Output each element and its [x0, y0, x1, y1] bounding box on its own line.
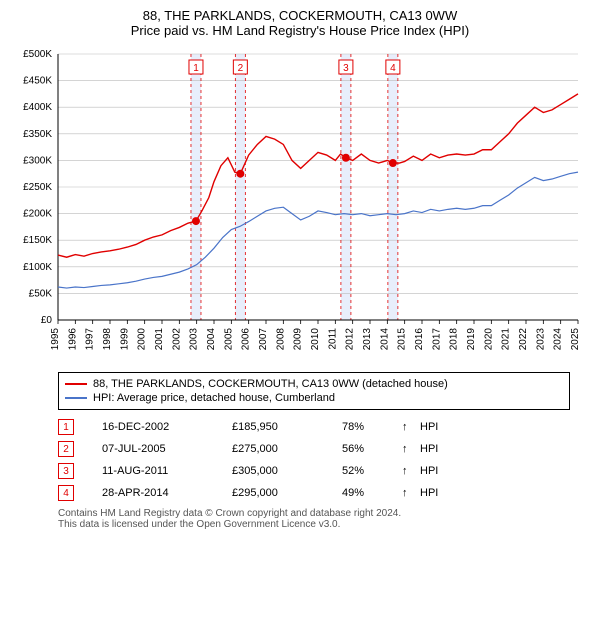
- svg-text:1: 1: [193, 63, 199, 74]
- svg-text:2018: 2018: [449, 328, 460, 351]
- svg-text:£150K: £150K: [23, 235, 52, 246]
- footnote-line-1: Contains HM Land Registry data © Crown c…: [58, 508, 570, 519]
- svg-text:2007: 2007: [258, 328, 269, 351]
- transaction-tag: HPI: [420, 487, 438, 499]
- svg-text:2014: 2014: [379, 328, 390, 351]
- transaction-date: 07-JUL-2005: [102, 443, 232, 455]
- title-line-2: Price paid vs. HM Land Registry's House …: [10, 23, 590, 38]
- up-arrow-icon: ↑: [402, 443, 420, 455]
- svg-text:£200K: £200K: [23, 209, 52, 220]
- svg-text:3: 3: [343, 63, 349, 74]
- legend-row: 88, THE PARKLANDS, COCKERMOUTH, CA13 0WW…: [65, 377, 563, 391]
- svg-text:2016: 2016: [414, 328, 425, 351]
- legend-swatch: [65, 383, 87, 385]
- svg-text:£100K: £100K: [23, 262, 52, 273]
- svg-text:2001: 2001: [154, 328, 165, 351]
- svg-text:2010: 2010: [310, 328, 321, 351]
- transaction-marker: 1: [58, 419, 74, 435]
- transaction-tag: HPI: [420, 421, 438, 433]
- svg-text:£350K: £350K: [23, 129, 52, 140]
- legend-label: HPI: Average price, detached house, Cumb…: [93, 392, 335, 404]
- transaction-price: £305,000: [232, 465, 342, 477]
- svg-text:2024: 2024: [553, 328, 564, 351]
- transaction-price: £295,000: [232, 487, 342, 499]
- svg-text:2012: 2012: [345, 328, 356, 351]
- title-line-1: 88, THE PARKLANDS, COCKERMOUTH, CA13 0WW: [10, 8, 590, 23]
- transaction-pct: 49%: [342, 487, 402, 499]
- svg-text:2011: 2011: [327, 328, 338, 350]
- svg-text:2003: 2003: [189, 328, 200, 351]
- transaction-tag: HPI: [420, 443, 438, 455]
- svg-text:1997: 1997: [85, 328, 96, 351]
- svg-text:2000: 2000: [137, 328, 148, 351]
- svg-text:4: 4: [390, 63, 396, 74]
- transaction-date: 28-APR-2014: [102, 487, 232, 499]
- svg-text:1999: 1999: [119, 328, 130, 351]
- transaction-row: 4 28-APR-2014£295,00049%↑HPI: [58, 482, 570, 504]
- transaction-pct: 78%: [342, 421, 402, 433]
- svg-text:£0: £0: [41, 315, 53, 326]
- page-root: 88, THE PARKLANDS, COCKERMOUTH, CA13 0WW…: [0, 0, 600, 538]
- svg-text:2006: 2006: [241, 328, 252, 351]
- svg-text:2025: 2025: [570, 328, 581, 351]
- svg-text:2008: 2008: [275, 328, 286, 351]
- transaction-pct: 52%: [342, 465, 402, 477]
- svg-text:£50K: £50K: [29, 288, 53, 299]
- transaction-row: 2 07-JUL-2005£275,00056%↑HPI: [58, 438, 570, 460]
- transaction-price: £275,000: [232, 443, 342, 455]
- chart-svg: £0 £50K £100K £150K £200K £250K £300K £350K £400…: [10, 44, 590, 364]
- legend: 88, THE PARKLANDS, COCKERMOUTH, CA13 0WW…: [58, 372, 570, 410]
- svg-text:2005: 2005: [223, 328, 234, 351]
- svg-text:1996: 1996: [67, 328, 78, 351]
- svg-text:2002: 2002: [171, 328, 182, 351]
- svg-text:£500K: £500K: [23, 49, 52, 60]
- svg-text:£400K: £400K: [23, 102, 52, 113]
- svg-text:2017: 2017: [431, 328, 442, 351]
- transaction-tag: HPI: [420, 465, 438, 477]
- svg-text:2019: 2019: [466, 328, 477, 351]
- svg-text:2: 2: [238, 63, 244, 74]
- svg-text:2015: 2015: [397, 328, 408, 351]
- svg-text:2013: 2013: [362, 328, 373, 351]
- svg-text:2021: 2021: [501, 328, 512, 351]
- transaction-pct: 56%: [342, 443, 402, 455]
- transaction-date: 11-AUG-2011: [102, 465, 232, 477]
- svg-text:£300K: £300K: [23, 155, 52, 166]
- transaction-date: 16-DEC-2002: [102, 421, 232, 433]
- legend-row: HPI: Average price, detached house, Cumb…: [65, 391, 563, 405]
- svg-text:2004: 2004: [206, 328, 217, 351]
- up-arrow-icon: ↑: [402, 465, 420, 477]
- transaction-marker: 4: [58, 485, 74, 501]
- transaction-row: 1 16-DEC-2002£185,95078%↑HPI: [58, 416, 570, 438]
- svg-text:£450K: £450K: [23, 76, 52, 87]
- price-chart: £0 £50K £100K £150K £200K £250K £300K £350K £400…: [10, 44, 590, 364]
- footnote-line-2: This data is licensed under the Open Gov…: [58, 519, 570, 530]
- transaction-marker: 3: [58, 463, 74, 479]
- legend-swatch: [65, 397, 87, 399]
- svg-text:2020: 2020: [483, 328, 494, 351]
- svg-text:2023: 2023: [535, 328, 546, 351]
- transaction-row: 3 11-AUG-2011£305,00052%↑HPI: [58, 460, 570, 482]
- transactions-table: 116-DEC-2002£185,95078%↑HPI207-JUL-2005£…: [58, 416, 570, 504]
- svg-text:1995: 1995: [50, 328, 61, 351]
- up-arrow-icon: ↑: [402, 421, 420, 433]
- svg-text:1998: 1998: [102, 328, 113, 351]
- footnote: Contains HM Land Registry data © Crown c…: [58, 508, 570, 530]
- legend-label: 88, THE PARKLANDS, COCKERMOUTH, CA13 0WW…: [93, 378, 448, 390]
- transaction-price: £185,950: [232, 421, 342, 433]
- up-arrow-icon: ↑: [402, 487, 420, 499]
- svg-text:2022: 2022: [518, 328, 529, 351]
- transaction-marker: 2: [58, 441, 74, 457]
- svg-text:2009: 2009: [293, 328, 304, 351]
- svg-text:£250K: £250K: [23, 182, 52, 193]
